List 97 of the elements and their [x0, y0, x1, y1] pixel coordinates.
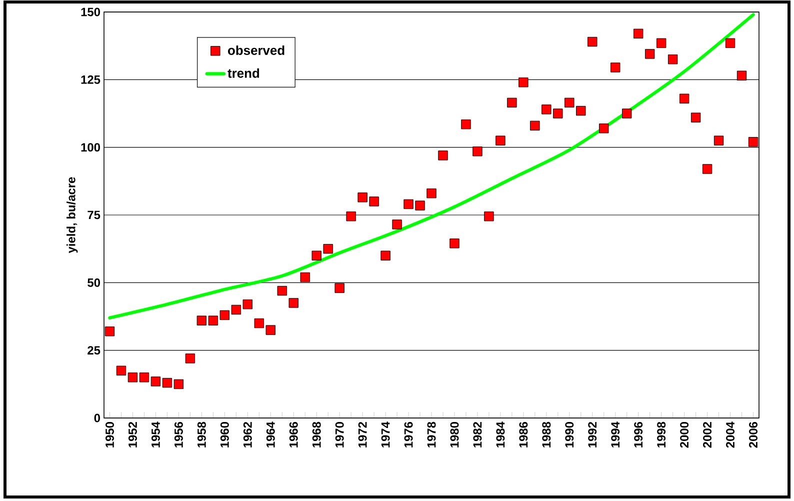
line-series [108, 13, 755, 320]
point [300, 272, 310, 282]
y-axis-title: yield, bu/acre [66, 177, 78, 254]
x-tick-label: 1986 [519, 422, 528, 448]
x-tick-label: 1990 [565, 422, 574, 448]
x-tick-label: 1974 [381, 422, 390, 448]
point [644, 49, 655, 59]
point [736, 70, 747, 80]
point [426, 188, 436, 198]
x-tick-label: 1952 [128, 422, 137, 448]
y-tick-label: 125 [81, 75, 100, 84]
point [507, 98, 517, 108]
point [725, 38, 736, 48]
point [714, 136, 724, 146]
point [553, 108, 563, 118]
point [358, 192, 368, 202]
point [656, 38, 666, 48]
x-tick-label: 2002 [703, 422, 712, 448]
point [610, 62, 620, 72]
x-tick-label: 1960 [220, 422, 229, 448]
x-tick-label: 1966 [289, 422, 298, 448]
y-tick-label: 0 [94, 414, 100, 422]
point [748, 137, 758, 147]
x-tick-label: 2000 [680, 422, 689, 448]
x-tick-label: 1972 [358, 422, 367, 448]
point [564, 98, 574, 108]
y-tick-label: 50 [88, 278, 100, 287]
x-tick-label: 1970 [335, 422, 344, 448]
point [277, 286, 287, 296]
point [415, 200, 425, 210]
x-tick-label: 1992 [588, 422, 597, 448]
point [208, 316, 218, 326]
point [518, 78, 528, 88]
x-tick-label: 1984 [496, 422, 505, 448]
x-tick-label: 2004 [726, 422, 735, 448]
point [461, 119, 471, 130]
point [404, 199, 414, 210]
y-tick-label: 75 [88, 210, 100, 220]
point [702, 164, 712, 174]
point [690, 112, 701, 122]
x-tick-label: 1954 [151, 422, 160, 448]
point [668, 54, 678, 64]
point [162, 378, 172, 388]
legend-label: observed [228, 45, 284, 55]
point [530, 120, 540, 131]
point [334, 283, 344, 293]
point [450, 238, 460, 248]
point [380, 250, 390, 260]
point [392, 220, 402, 230]
point [312, 250, 322, 260]
y-tick-label: 150 [81, 8, 100, 16]
x-tick-label: 1956 [174, 422, 183, 448]
x-tick-label: 1982 [473, 422, 482, 448]
x-tick-label: 1958 [197, 422, 206, 448]
point [679, 94, 690, 104]
point [622, 108, 632, 118]
point [128, 372, 138, 382]
point [185, 354, 196, 364]
point [196, 316, 207, 326]
y-tick-label: 25 [88, 346, 100, 355]
point [542, 104, 552, 114]
y-tick-label: 100 [81, 143, 100, 152]
point [231, 304, 241, 315]
x-tick-label: 1968 [312, 422, 321, 448]
point [496, 136, 506, 146]
point [254, 318, 264, 328]
point [266, 325, 276, 335]
x-tick-label: 1978 [427, 422, 436, 448]
x-tick-label: 1962 [243, 422, 252, 448]
x-tick-label: 1950 [106, 422, 114, 448]
point [472, 146, 482, 156]
x-tick-label: 1964 [266, 422, 275, 448]
point [220, 310, 230, 320]
x-tick-label: 2006 [749, 422, 758, 448]
x-tick-label: 1976 [404, 422, 413, 448]
point [104, 326, 115, 336]
point [588, 36, 598, 47]
point [323, 244, 333, 254]
point [346, 212, 356, 222]
point [116, 366, 126, 376]
point [174, 379, 184, 390]
x-tick-label: 1980 [450, 422, 459, 448]
x-tick-label: 1994 [611, 422, 620, 448]
x-tick-label: 1996 [634, 422, 643, 448]
legend-label: trend [228, 68, 260, 78]
point [150, 376, 161, 386]
point [139, 372, 150, 382]
point [599, 124, 609, 134]
point [242, 299, 252, 310]
point [369, 196, 379, 206]
point [438, 150, 448, 160]
point [484, 212, 494, 222]
x-tick-label: 1988 [542, 422, 551, 448]
point [288, 298, 298, 308]
point [634, 28, 644, 38]
point [576, 106, 586, 116]
x-tick-label: 1998 [657, 422, 666, 448]
